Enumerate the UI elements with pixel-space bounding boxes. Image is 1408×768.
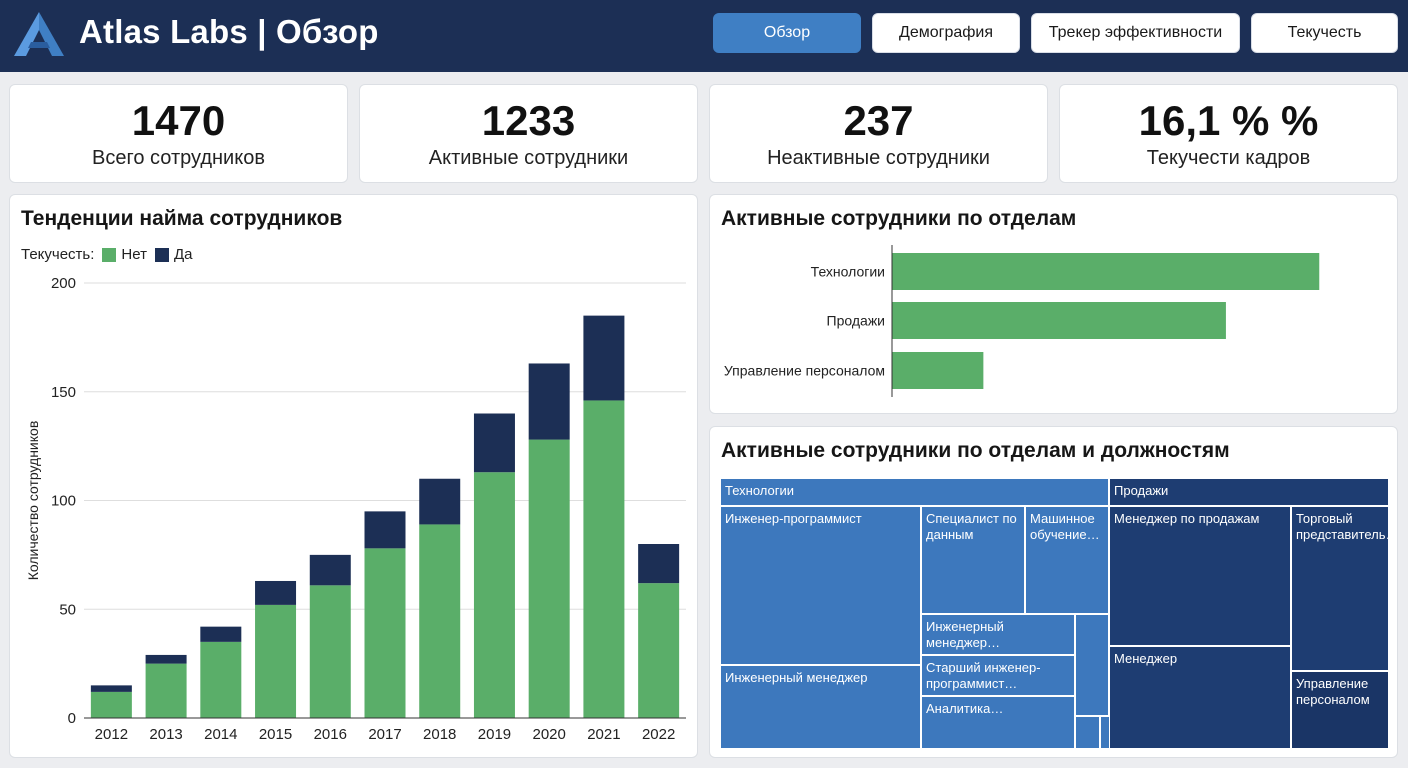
bar-segment (200, 641, 242, 718)
bar-segment (309, 585, 351, 718)
bar-segment (255, 580, 297, 605)
legend-label-no: Нет (121, 246, 147, 263)
card-title: Тенденции найма сотрудников (21, 207, 343, 230)
bar-segment (90, 685, 132, 692)
x-tick-label: 2016 (314, 726, 347, 743)
x-tick-label: 2017 (368, 726, 401, 743)
tab-overview[interactable]: Обзор (713, 13, 861, 53)
bar-segment (419, 478, 461, 525)
bar-segment (473, 413, 515, 473)
app-title: Atlas Labs | Обзор (79, 13, 379, 50)
legend-swatch-no (102, 247, 117, 262)
treemap-cell[interactable]: Аналитика… (921, 696, 1075, 749)
treemap-card: Активные сотрудники по отделам и должнос… (709, 426, 1398, 758)
kpi-value: 237 (843, 97, 914, 144)
legend-swatch-yes (154, 247, 169, 262)
treemap-cell[interactable]: Машинное обучение… (1025, 506, 1109, 614)
bar-segment (528, 439, 570, 718)
treemap-cell[interactable]: Инженерный менеджер… (921, 614, 1075, 655)
bar-segment (583, 315, 625, 401)
x-tick-label: 2022 (642, 726, 675, 743)
chart-legend: Текучесть: Нет Да (21, 246, 192, 263)
kpi-label: Активные сотрудники (428, 147, 629, 169)
app-header: Atlas Labs | Обзор Обзор Демография Трек… (0, 0, 1408, 72)
x-tick-label: 2019 (478, 726, 511, 743)
treemap-cell[interactable]: Менеджер (1109, 646, 1291, 749)
treemap-cell[interactable]: Инженер-программист (720, 506, 921, 665)
treemap-group-tech[interactable]: Технологии (720, 478, 1109, 506)
y-tick-label: 50 (59, 601, 76, 618)
bar-segment (528, 363, 570, 440)
dept-card: Активные сотрудники по отделам Технологи… (709, 194, 1398, 414)
bar-segment (473, 472, 515, 718)
bar-segment (90, 691, 132, 718)
kpi-value: 1470 (131, 97, 226, 144)
bar-segment (255, 604, 297, 718)
bar-segment (364, 548, 406, 718)
bar-segment (638, 583, 680, 718)
treemap-cell[interactable]: Старший инженер-программист… (921, 655, 1075, 696)
kpi-label: Неактивные сотрудники (767, 147, 990, 169)
bar-segment (145, 663, 187, 718)
kpi-value: 16,1 % % (1138, 97, 1319, 144)
kpi-value: 1233 (481, 97, 576, 144)
atlas-logo-icon (14, 12, 64, 56)
bar-segment (309, 554, 351, 586)
bar-segment (145, 654, 187, 664)
treemap-cell[interactable]: Инженерный менеджер (720, 665, 921, 749)
x-tick-label: 2020 (532, 726, 565, 743)
kpi-label: Всего сотрудников (92, 147, 265, 169)
treemap-cell[interactable]: Управление персоналом (1291, 671, 1389, 749)
dept-label: Управление персоналом (724, 363, 885, 379)
treemap-cell-small[interactable] (1075, 716, 1100, 749)
kpi-label: Текучести кадров (1146, 147, 1311, 169)
legend-title: Текучесть: (21, 246, 95, 263)
dept-label: Продажи (827, 313, 885, 329)
y-tick-label: 150 (51, 384, 76, 401)
tab-attrition[interactable]: Текучесть (1251, 13, 1398, 53)
y-tick-label: 0 (68, 710, 76, 727)
card-title: Активные сотрудники по отделам и должнос… (721, 439, 1230, 462)
y-tick-label: 100 (51, 493, 76, 510)
hiring-bar-chart: 0 50 100 150 200 2012 2013 2014 2015 2016 2017 2018… (25, 275, 686, 743)
card-title: Активные сотрудники по отделам (721, 207, 1077, 230)
dept-bar (892, 352, 984, 389)
bar-segment (364, 511, 406, 549)
legend-label-yes: Да (173, 246, 193, 263)
y-axis-label: Количество сотрудников (25, 421, 41, 581)
treemap-cell[interactable]: Менеджер по продажам (1109, 506, 1291, 646)
hiring-trends-card: Тенденции найма сотрудников Текучесть: Н… (9, 194, 698, 758)
tab-performance-tracker[interactable]: Трекер эффективности (1031, 13, 1240, 53)
dept-label: Технологии (811, 264, 885, 280)
treemap-group-sales[interactable]: Продажи (1109, 478, 1389, 506)
x-tick-label: 2012 (95, 726, 128, 743)
y-tick-label: 200 (51, 275, 76, 292)
tab-demographics[interactable]: Демография (872, 13, 1020, 53)
kpi-card-total: 1470 Всего сотрудников (9, 84, 348, 183)
treemap-cell[interactable]: Специалист по данным (921, 506, 1025, 614)
dept-bar (892, 302, 1226, 339)
dept-bar (892, 253, 1320, 290)
kpi-card-attrition: 16,1 % % Текучести кадров (1059, 84, 1398, 183)
kpi-card-inactive: 237 Неактивные сотрудники (709, 84, 1048, 183)
x-tick-label: 2021 (587, 726, 620, 743)
bar-segment (638, 544, 680, 584)
treemap-cell-small[interactable] (1075, 614, 1109, 716)
x-tick-label: 2013 (149, 726, 182, 743)
x-tick-label: 2014 (204, 726, 237, 743)
bar-segment (419, 524, 461, 718)
x-tick-label: 2015 (259, 726, 292, 743)
bar-segment (200, 626, 242, 642)
dept-bar-chart: Технологии Продажи Управление персоналом (724, 245, 1320, 397)
treemap-cell[interactable]: Торговый представитель… (1291, 506, 1389, 671)
kpi-card-active: 1233 Активные сотрудники (359, 84, 698, 183)
x-tick-label: 2018 (423, 726, 456, 743)
bar-segment (583, 400, 625, 718)
